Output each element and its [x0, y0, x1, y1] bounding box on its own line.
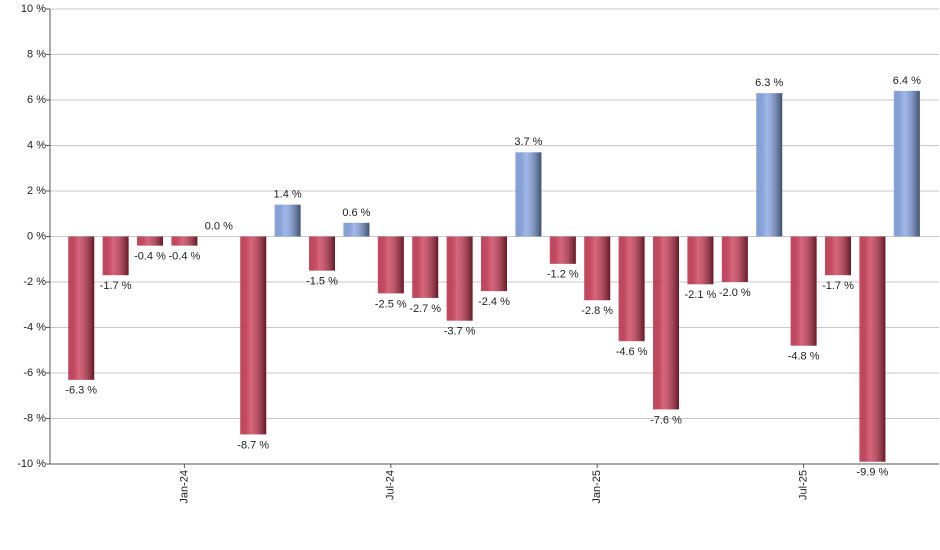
value-label: 0.0 % — [205, 220, 233, 232]
bar-shade — [653, 236, 679, 410]
bar-shade — [825, 236, 851, 276]
value-label: 6.4 % — [893, 75, 921, 87]
value-label: -4.6 % — [616, 346, 648, 358]
bar-shade — [618, 236, 645, 342]
value-label: 6.3 % — [755, 77, 783, 89]
value-label: -1.7 % — [822, 280, 854, 292]
value-label: -3.7 % — [444, 326, 476, 338]
bar-shade — [584, 236, 611, 301]
bar-shade — [446, 236, 473, 321]
value-label: 1.4 % — [274, 189, 302, 201]
y-tick-label: -4 % — [23, 321, 46, 333]
value-label: -1.2 % — [547, 269, 579, 281]
bar-shade — [343, 222, 370, 237]
y-tick-label: -2 % — [23, 276, 46, 288]
value-label: -6.3 % — [65, 385, 97, 397]
value-label: 3.7 % — [514, 136, 542, 148]
y-tick-label: 8 % — [27, 48, 46, 60]
bar-shade — [756, 93, 783, 237]
bar-shade — [309, 236, 335, 271]
bar-shade — [240, 236, 267, 435]
y-tick-label: 4 % — [27, 139, 46, 151]
bar-shade — [137, 236, 163, 246]
y-tick-label: -10 % — [17, 458, 46, 470]
y-tick-label: 0 % — [27, 230, 46, 242]
value-label: -9.9 % — [857, 467, 889, 479]
x-tick-label: Jul-25 — [798, 470, 810, 500]
bar-shade — [721, 236, 748, 282]
value-label: -0.4 % — [134, 251, 166, 263]
value-label: -0.4 % — [169, 251, 201, 263]
value-label: -4.8 % — [788, 351, 820, 363]
value-label: -1.5 % — [306, 276, 338, 288]
value-label: -2.1 % — [685, 289, 717, 301]
value-label: -2.0 % — [719, 287, 751, 299]
bar-shade — [481, 236, 507, 292]
bar-shade — [68, 236, 95, 380]
value-label: -2.7 % — [409, 303, 441, 315]
y-tick-label: 6 % — [27, 94, 46, 106]
y-tick-label: 10 % — [21, 3, 46, 15]
bar-shade — [412, 236, 439, 298]
value-label: -2.8 % — [581, 305, 613, 317]
bar-shade — [102, 236, 129, 276]
value-label: -2.5 % — [375, 298, 407, 310]
y-tick-label: -8 % — [23, 412, 46, 424]
bar-shade — [274, 204, 301, 237]
value-label: -1.7 % — [100, 280, 132, 292]
bar-shade — [171, 236, 198, 246]
value-label: -2.4 % — [478, 296, 510, 308]
x-tick-label: Jan-24 — [178, 470, 190, 504]
bar-shade — [893, 90, 920, 237]
bar-shade — [790, 236, 817, 346]
x-tick-label: Jan-25 — [591, 470, 603, 504]
value-label: -8.7 % — [237, 439, 269, 451]
bar-shade — [859, 236, 886, 462]
y-tick-label: 2 % — [27, 185, 46, 197]
bar-shade — [687, 236, 714, 285]
bar-shade — [515, 152, 542, 237]
value-label: -7.6 % — [650, 414, 682, 426]
y-tick-label: -6 % — [23, 367, 46, 379]
bar-shade — [549, 236, 576, 264]
value-label: 0.6 % — [342, 207, 370, 219]
x-tick-label: Jul-24 — [385, 470, 397, 500]
bar-shade — [377, 236, 404, 294]
